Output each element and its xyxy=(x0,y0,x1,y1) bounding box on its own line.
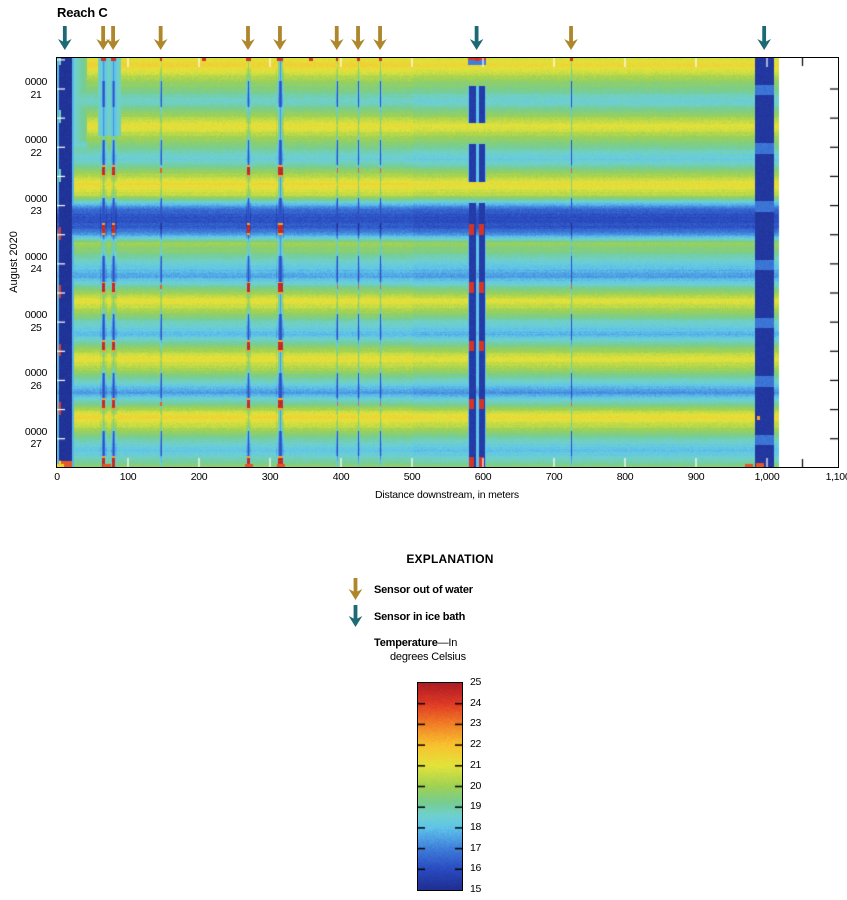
y-tick-time: 0000 xyxy=(24,192,48,205)
y-axis-tick-label: 0000 21 xyxy=(22,76,50,101)
x-axis-tick-label: 600 xyxy=(474,471,492,483)
y-tick-day: 25 xyxy=(30,321,42,334)
ice-bath-sensor-arrow xyxy=(757,26,771,50)
colorbar-tick-label: 21 xyxy=(470,758,482,771)
y-tick-day: 24 xyxy=(30,263,42,276)
x-axis-tick-label: 400 xyxy=(332,471,350,483)
y-tick-time: 0000 xyxy=(24,367,48,380)
out-of-water-sensor-arrow xyxy=(351,26,365,50)
colorbar-tick-label: 18 xyxy=(470,820,482,833)
colorbar-canvas xyxy=(418,683,462,890)
y-axis-tick-label: 0000 27 xyxy=(22,426,50,451)
out-of-water-arrow-icon xyxy=(348,578,363,600)
colorbar-title-bold: Temperature xyxy=(374,637,438,649)
colorbar-tick-label: 25 xyxy=(470,676,482,688)
x-axis-tick-label: 200 xyxy=(190,471,208,483)
x-axis-tick-label: 100 xyxy=(119,471,137,483)
out-of-water-sensor-arrow xyxy=(153,26,168,50)
y-tick-day: 21 xyxy=(30,88,42,101)
out-of-water-sensor-arrow xyxy=(564,26,578,50)
ice-bath-sensor-arrow xyxy=(58,26,72,50)
x-axis-tick-label: 300 xyxy=(261,471,279,483)
x-axis-title: Distance downstream, in meters xyxy=(375,489,519,501)
sensor-location-arrows xyxy=(58,26,771,50)
out-of-water-sensor-arrow xyxy=(273,26,287,50)
y-tick-day: 22 xyxy=(30,146,42,159)
x-axis-tick-label: 800 xyxy=(616,471,634,483)
legend-label-ice-bath: Sensor in ice bath xyxy=(374,611,466,623)
colorbar-tick-label: 20 xyxy=(470,779,482,792)
colorbar-tick-label: 16 xyxy=(470,862,482,875)
x-axis-tick-label: 0 xyxy=(54,471,60,483)
colorbar-title-line2: degrees Celsius xyxy=(390,651,466,663)
y-tick-day: 23 xyxy=(30,205,42,218)
y-axis-tick-label: 0000 24 xyxy=(22,251,50,276)
down-arrow-icon xyxy=(348,578,363,600)
colorbar-tick-label: 17 xyxy=(470,841,482,854)
colorbar-tick-label: 19 xyxy=(470,800,482,813)
y-axis-tick-label: 0000 22 xyxy=(22,134,50,159)
y-tick-time: 0000 xyxy=(24,134,48,147)
down-arrow-icon xyxy=(348,605,363,627)
colorbar xyxy=(417,682,463,891)
y-axis-tick-label: 0000 26 xyxy=(22,367,50,392)
out-of-water-sensor-arrow xyxy=(106,26,120,50)
legend-heading: EXPLANATION xyxy=(406,552,494,566)
y-tick-day: 26 xyxy=(30,379,42,392)
y-tick-time: 0000 xyxy=(24,425,48,438)
figure-title: Reach C xyxy=(57,5,108,20)
y-tick-time: 0000 xyxy=(24,309,48,322)
ice-bath-arrow-icon xyxy=(348,605,363,627)
out-of-water-sensor-arrow xyxy=(96,26,110,50)
y-tick-time: 0000 xyxy=(24,76,48,88)
legend-label-out-of-water: Sensor out of water xyxy=(374,584,473,596)
y-axis-tick-label: 0000 23 xyxy=(22,193,50,218)
y-axis-tick-label: 0000 25 xyxy=(22,309,50,334)
out-of-water-sensor-arrow xyxy=(241,26,255,50)
x-axis-tick-label: 700 xyxy=(545,471,563,483)
colorbar-tick-label: 24 xyxy=(470,696,482,709)
colorbar-tick-label: 15 xyxy=(470,883,482,895)
colorbar-tick-label: 22 xyxy=(470,738,482,751)
colorbar-title-line1: Temperature—In xyxy=(374,637,457,649)
out-of-water-sensor-arrow xyxy=(329,26,344,50)
heatmap-plot-area xyxy=(56,57,839,468)
y-tick-day: 27 xyxy=(30,438,42,451)
out-of-water-sensor-arrow xyxy=(373,26,387,50)
colorbar-title-rest: —In xyxy=(437,637,458,649)
x-axis-tick-label: 1,000 xyxy=(754,471,780,483)
y-axis-title: August 2020 xyxy=(8,231,20,293)
x-axis-tick-label: 900 xyxy=(687,471,705,483)
x-axis-tick-label: 500 xyxy=(403,471,421,483)
colorbar-tick-label: 23 xyxy=(470,717,482,730)
y-tick-time: 0000 xyxy=(24,250,48,263)
temperature-heatmap-canvas xyxy=(57,58,838,467)
ice-bath-sensor-arrow xyxy=(469,26,484,50)
x-axis-tick-label: 1,100 xyxy=(825,471,847,483)
